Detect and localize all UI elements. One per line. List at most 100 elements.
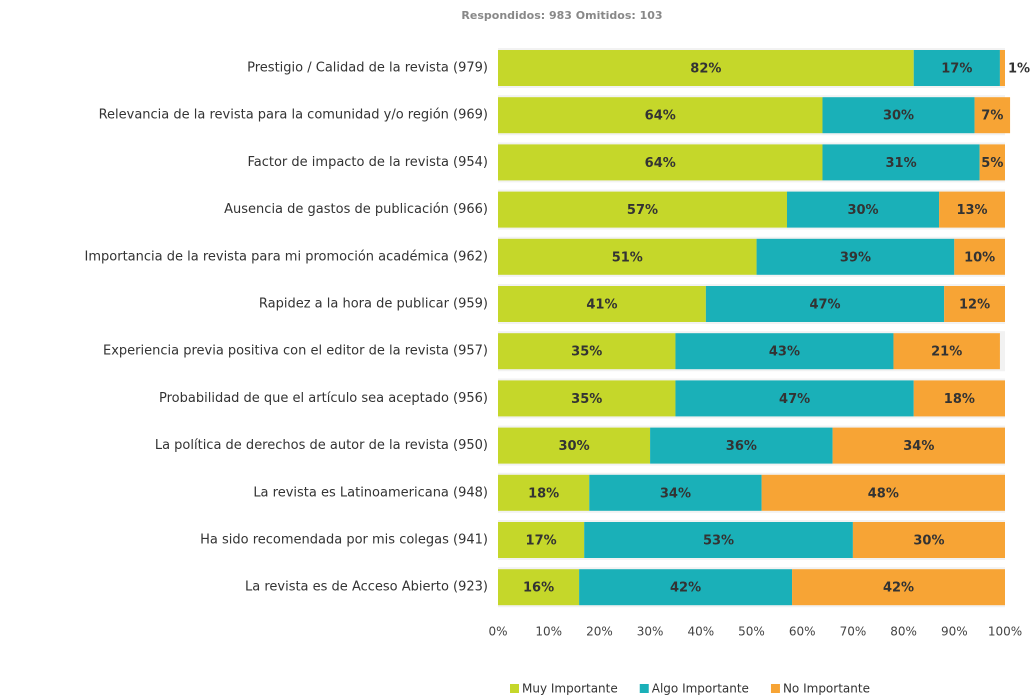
value-label: 64% [645,156,676,171]
bar-segment [832,427,1005,464]
legend-label: No Importante [783,682,870,696]
chart-subtitle: Respondidos: 983 Omitidos: 103 [461,9,662,22]
bar-segment [913,50,1000,86]
value-label: 47% [779,392,810,407]
value-label: 18% [944,392,975,407]
bar-segment [498,474,590,511]
x-tick-label: 40% [687,625,714,639]
x-tick-label: 70% [840,625,867,639]
bar-segment [498,522,585,558]
bar-segment [756,238,955,275]
bar-segment [705,286,945,322]
category-label: Factor de impacto de la revista (954) [247,155,488,170]
legend-label: Muy Importante [522,682,618,696]
value-label: 36% [726,439,757,454]
legend-swatch [639,684,649,693]
bar-segment [999,50,1005,86]
category-label: Ha sido recomendada por mis colegas (941… [200,533,488,548]
value-label: 1% [1008,62,1030,77]
bar-segment [822,97,975,134]
bar-segment [498,238,757,275]
value-label: 53% [703,534,734,549]
x-tick-label: 60% [789,625,816,639]
x-tick-label: 80% [890,625,917,639]
bar-segment [786,191,940,228]
value-label: 34% [903,439,934,454]
category-label: Experiencia previa positiva con el edito… [103,344,488,359]
bar-segment [939,191,1005,228]
value-label: 31% [886,156,917,171]
value-label: 42% [670,581,701,596]
bar-segment [893,333,1000,370]
bar-segment [579,569,793,606]
value-label: 34% [660,486,691,501]
x-tick-label: 50% [738,625,765,639]
value-label: 16% [523,581,554,596]
value-label: 82% [690,62,721,77]
legend-swatch [510,684,519,693]
value-label: 7% [981,109,1003,124]
category-label: Relevancia de la revista para la comunid… [99,108,488,123]
value-label: 42% [883,581,914,596]
bar-segment [913,380,1005,417]
bar-segment [589,474,762,511]
category-label: Importancia de la revista para mi promoc… [85,249,488,264]
value-label: 51% [612,250,643,265]
bar-segment [974,97,1011,134]
category-label: La política de derechos de autor de la r… [155,438,488,453]
x-tick-label: 90% [941,625,968,639]
value-label: 17% [526,534,557,549]
value-label: 13% [956,203,987,218]
bar-segment [498,286,706,322]
value-label: 48% [868,486,899,501]
bar-segment [675,333,894,370]
value-label: 35% [571,392,602,407]
value-label: 43% [769,345,800,360]
bar-segment [852,522,1005,558]
value-label: 5% [981,156,1003,171]
bar-segment [498,50,914,86]
category-label: La revista es de Acceso Abierto (923) [245,580,488,595]
value-label: 39% [840,250,871,265]
bar-segment [498,333,676,370]
bar-segment [498,144,823,181]
category-label: Prestigio / Calidad de la revista (979) [247,61,488,76]
value-label: 12% [959,298,990,313]
bar-segment [761,474,1005,511]
value-label: 41% [586,298,617,313]
legend-swatch [770,684,780,693]
bar-segment [944,286,1005,322]
x-tick-label: 100% [988,625,1022,639]
value-label: 30% [883,109,914,124]
bar-segment [979,144,1005,181]
x-tick-label: 10% [535,625,562,639]
value-label: 30% [847,203,878,218]
bar-segment [498,191,787,228]
value-label: 57% [627,203,658,218]
bar-segment [792,569,1005,606]
bar-segment [822,144,980,181]
value-label: 10% [964,250,995,265]
x-tick-label: 30% [637,625,664,639]
bar-segment [498,569,580,606]
value-label: 30% [558,439,589,454]
category-label: Rapidez a la hora de publicar (959) [259,297,488,312]
bar-segment [498,427,651,464]
legend-label: Algo Importante [652,682,749,696]
value-label: 18% [528,486,559,501]
value-label: 47% [809,298,840,313]
bar-segment [954,238,1005,275]
bar-segment [498,380,676,417]
category-label: Ausencia de gastos de publicación (966) [224,202,488,217]
bar-segment [675,380,914,417]
value-label: 35% [571,345,602,360]
value-label: 30% [913,534,944,549]
x-tick-label: 0% [488,625,507,639]
value-label: 17% [941,62,972,77]
category-label: La revista es Latinoamericana (948) [253,485,488,500]
value-label: 21% [931,345,962,360]
bar-segment [498,97,823,134]
bar-segment [650,427,833,464]
category-label: Probabilidad de que el artículo sea acep… [159,391,488,406]
